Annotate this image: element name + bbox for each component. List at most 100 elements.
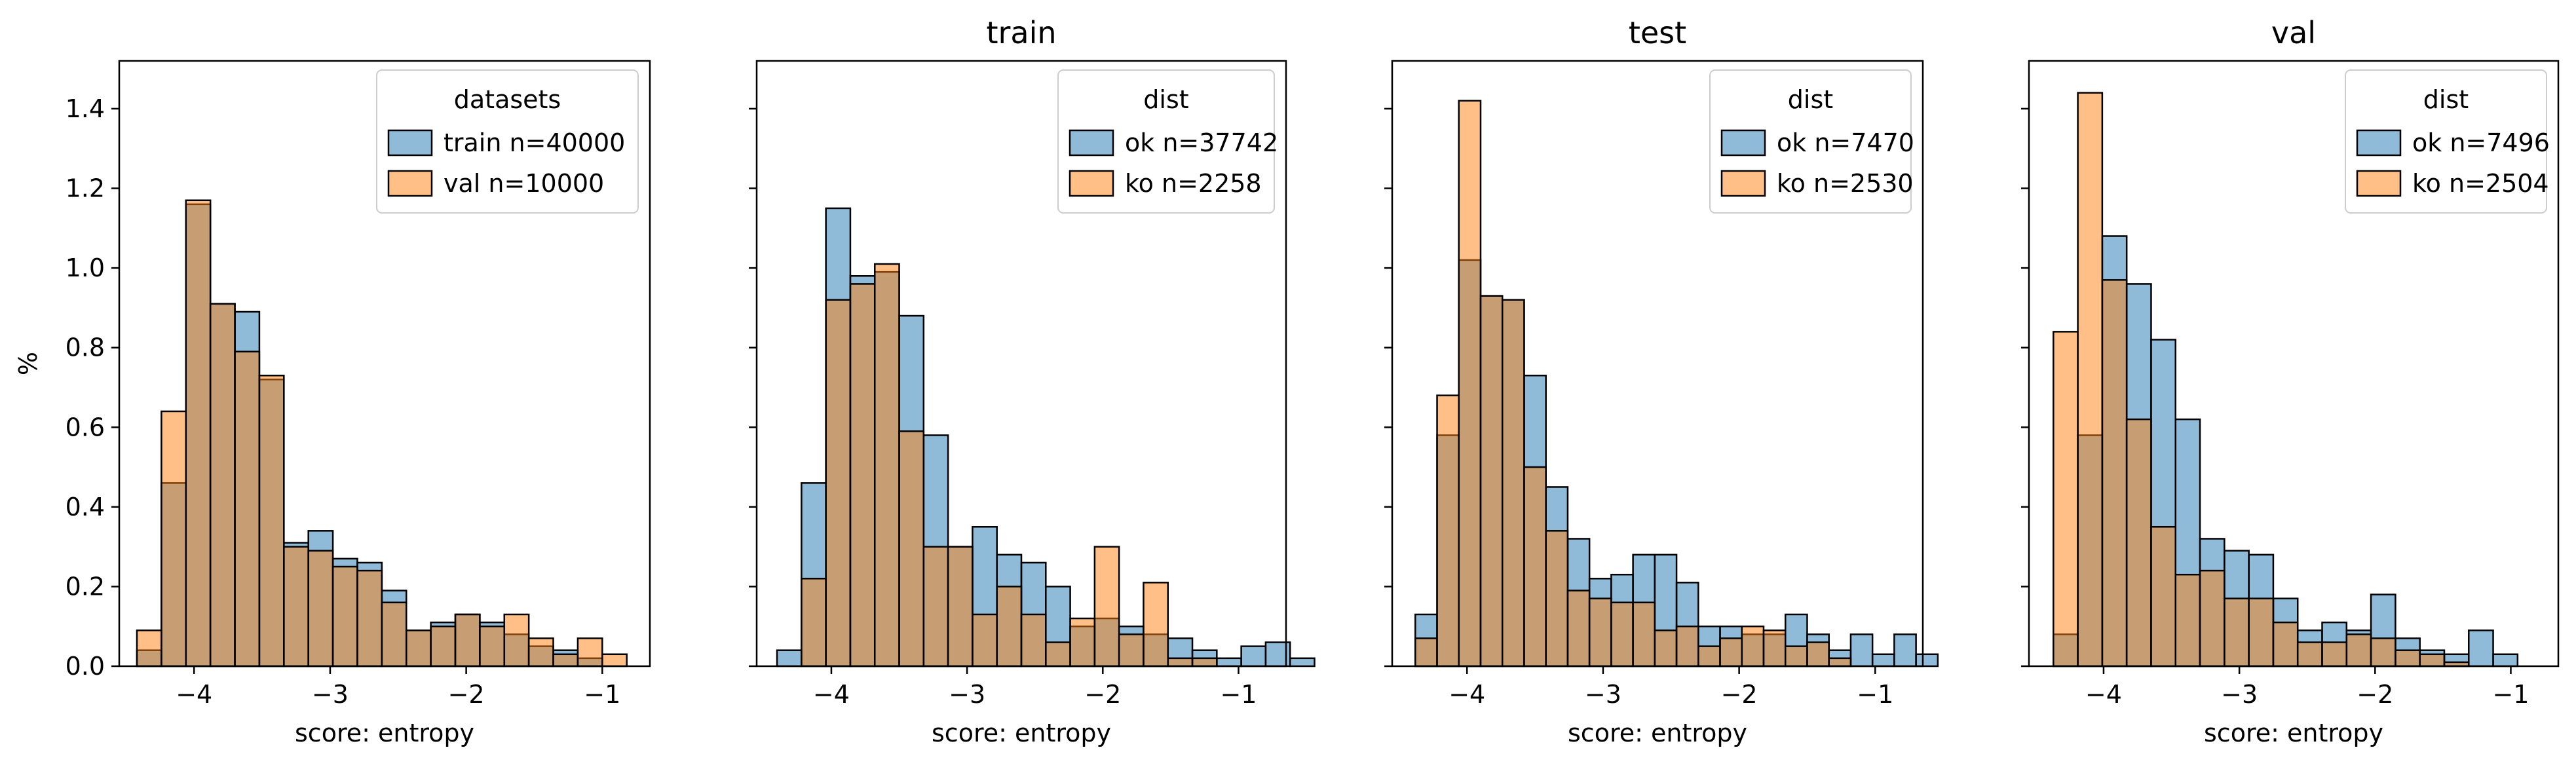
panel-title: val (2271, 15, 2316, 50)
y-tick-label: 0.2 (66, 572, 105, 601)
histogram-bar (801, 578, 827, 668)
x-axis-label: score: entropy (932, 719, 1111, 747)
legend-label: ko n=2258 (1125, 169, 1262, 198)
histogram-bar (356, 569, 383, 668)
y-tick-label: 1.2 (66, 174, 105, 203)
panel-title: train (986, 15, 1056, 50)
histogram-bar (1654, 630, 1678, 668)
legend-label: ok n=7496 (2412, 128, 2550, 157)
x-tick-label: −1 (2492, 680, 2529, 709)
histogram-bar (1143, 582, 1169, 668)
histogram-bar (1893, 633, 1917, 668)
legend: dist ok n=37742 ko n=2258 (1057, 69, 1278, 214)
legend-swatch (387, 170, 433, 197)
histogram-bar (307, 550, 334, 668)
histogram-bar (898, 430, 925, 668)
axes-frame (2028, 60, 2560, 668)
legend-swatch (1720, 129, 1766, 157)
y-tick-label: 0.4 (66, 493, 105, 521)
histogram-panel-4: −4 −3 −2 −1 score: entropy val dist ok n=7496 ko… (2021, 15, 2560, 747)
series-b-bars (136, 199, 628, 668)
legend-title: dist (1788, 85, 1833, 114)
histogram-bar (381, 601, 407, 668)
legend-title: datasets (454, 85, 561, 114)
histogram-bar (2345, 633, 2372, 668)
histogram-bar (2419, 653, 2446, 668)
histogram-bar (2370, 637, 2396, 668)
histogram-bar (430, 625, 457, 668)
x-tick-label: −4 (2085, 680, 2122, 709)
x-tick-label: −2 (1721, 680, 1758, 709)
histogram-bar (2468, 630, 2494, 668)
histogram-bar (1045, 641, 1071, 668)
x-tick-label: −3 (1585, 680, 1621, 709)
histogram-bar (1588, 597, 1612, 668)
histogram-bar (1414, 637, 1438, 668)
legend-box (376, 69, 639, 214)
histogram-bar (1719, 637, 1743, 668)
legend: datasets train n=40000 val n=10000 (376, 69, 639, 214)
x-tick-label: −4 (176, 680, 212, 709)
histogram-bar (1915, 653, 1939, 668)
histogram-bar (577, 637, 603, 668)
histogram-bar (454, 613, 481, 668)
histogram-bar (331, 565, 358, 668)
histogram-bar (503, 613, 530, 668)
histogram-bar (2199, 569, 2226, 668)
histogram-bar (1828, 657, 1852, 668)
y-tick-label: 0.0 (66, 652, 105, 681)
histogram-bar (2272, 621, 2299, 668)
histogram-bar (1675, 625, 1699, 668)
histogram-bar (2492, 653, 2519, 668)
histogram-bar (2248, 597, 2275, 668)
histogram-bar (2053, 331, 2079, 668)
x-tick-label: −2 (2357, 680, 2393, 709)
histogram-bar (922, 546, 949, 668)
histogram-bar (825, 299, 852, 668)
histogram-bar (2125, 418, 2152, 668)
histogram-bar (1871, 653, 1895, 668)
histogram-bar (283, 546, 309, 668)
legend-label: ok n=37742 (1125, 128, 1278, 157)
histogram-bar (1020, 613, 1047, 668)
histogram-bar (947, 546, 974, 668)
legend-label: ok n=7470 (1777, 128, 1914, 157)
axes-frame (118, 60, 651, 668)
histogram-bar (873, 263, 900, 668)
histogram-bar (479, 625, 506, 668)
legend-label: ko n=2504 (2412, 169, 2549, 198)
y-tick-label: 0.8 (66, 333, 105, 362)
series-b-bars (2053, 92, 2470, 668)
histogram-bar (136, 630, 162, 668)
legend-swatch (1720, 170, 1766, 197)
legend-title: dist (2423, 85, 2469, 114)
histogram-bar (2224, 597, 2250, 668)
x-tick-label: −1 (1220, 680, 1257, 709)
axes-frame (755, 60, 1287, 668)
histogram-bar (2296, 641, 2323, 668)
histogram-panel-1: −4 −3 −2 −1 0.0 0.2 0.4 0.6 0.8 1.0 1.2 1.4 score: e… (14, 60, 651, 747)
histogram-bar (2101, 279, 2128, 668)
histogram-bar (1741, 625, 1765, 668)
panel-title: test (1629, 15, 1686, 50)
histogram-bar (1479, 295, 1504, 668)
histogram-bar (2150, 525, 2177, 668)
histogram-bar (1093, 546, 1120, 668)
histogram-bar (1806, 641, 1830, 668)
histogram-bar (1069, 617, 1096, 668)
histogram-bar (161, 410, 187, 668)
histogram-bar (405, 630, 432, 668)
histogram-bar (776, 649, 803, 668)
histogram-bar (2077, 92, 2104, 668)
series-b-bars (801, 263, 1218, 668)
x-tick-label: −4 (1449, 680, 1485, 709)
histogram-bar (2321, 641, 2348, 668)
histogram-bar (849, 283, 876, 668)
legend-swatch (1069, 170, 1114, 197)
histogram-bar (1167, 657, 1194, 668)
histogram-bar (1610, 601, 1634, 668)
histogram-bar (1289, 657, 1316, 668)
histogram-panel-2: −4 −3 −2 −1 score: entropy train dist ok n=3774… (749, 15, 1316, 747)
